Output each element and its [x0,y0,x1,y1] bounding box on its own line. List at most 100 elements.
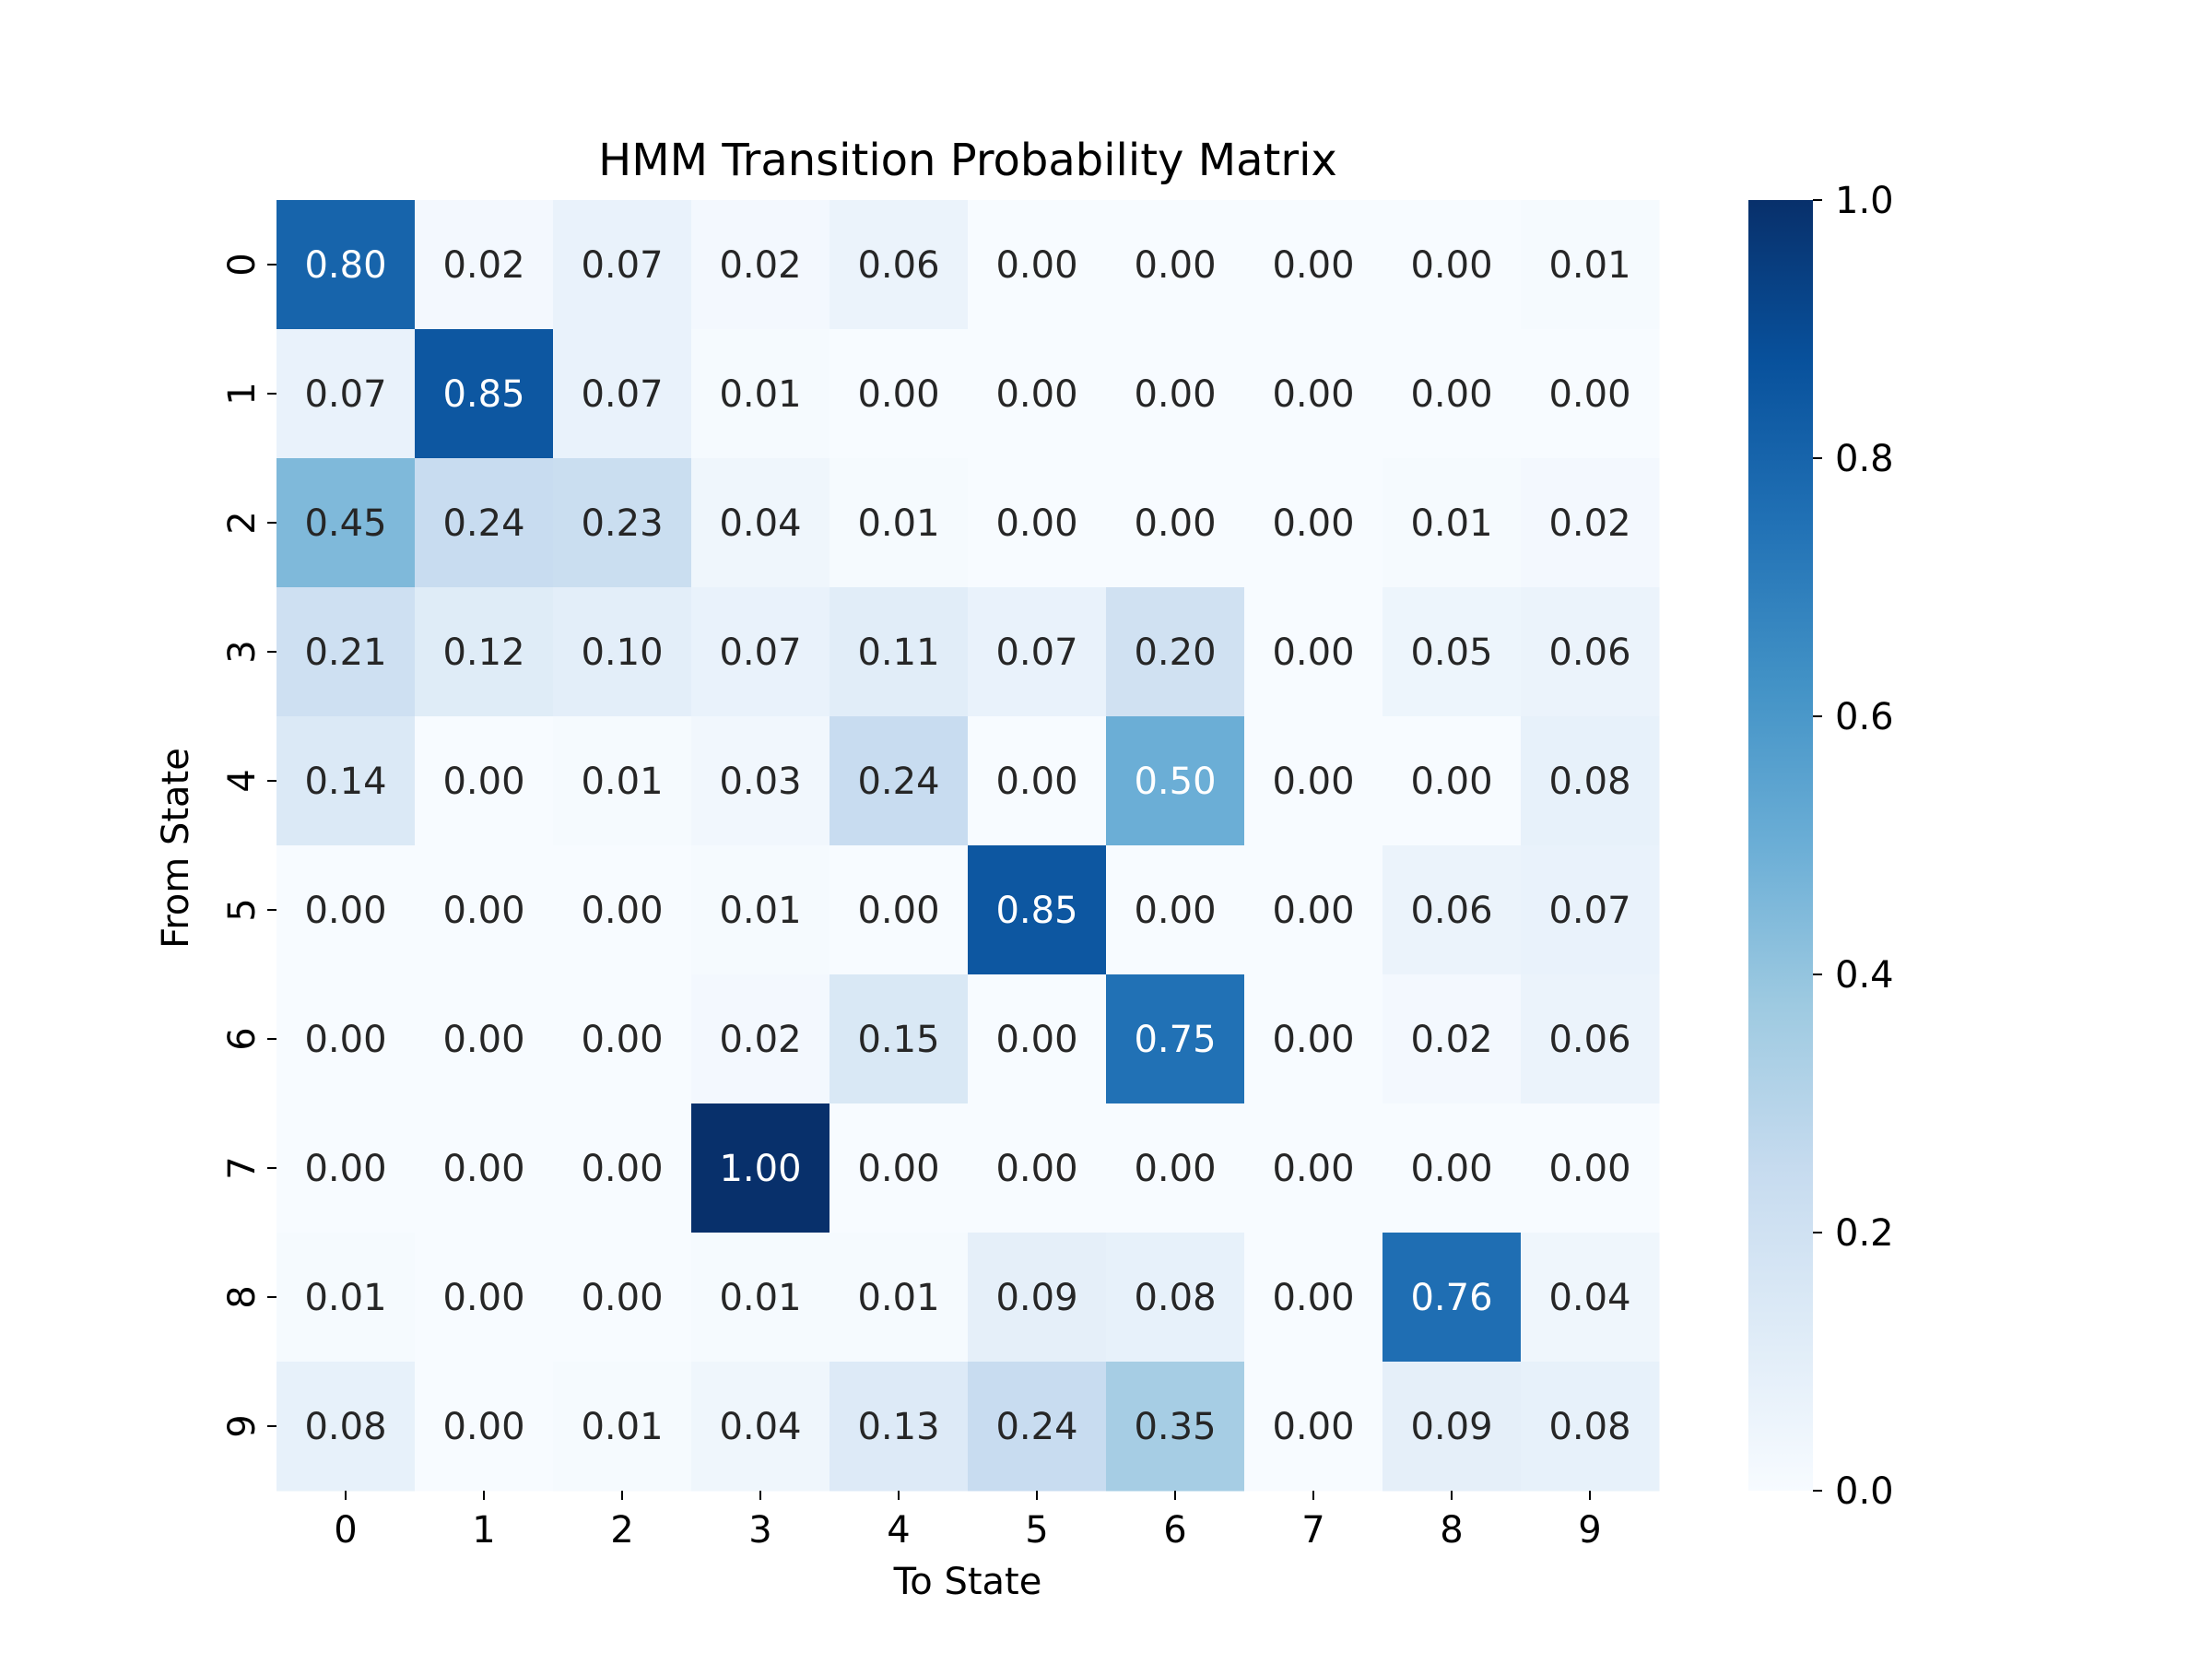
heatmap-cell-8-7 [1244,1233,1383,1363]
heatmap-cell-label-5-6: 0.00 [1134,890,1216,932]
colorbar-tick-label-3: 0.6 [1835,696,1894,738]
heatmap-cell-7-4 [830,1103,969,1233]
heatmap-cell-8-6 [1106,1233,1245,1363]
heatmap-cell-label-9-6: 0.35 [1134,1406,1216,1448]
heatmap-cell-2-5 [968,458,1107,588]
x-tick-label-7: 7 [1301,1509,1324,1552]
heatmap-cell-1-9 [1521,329,1660,459]
heatmap-cell-5-4 [830,845,969,975]
x-tick-label-6: 6 [1163,1509,1186,1552]
heatmap-cell-label-3-9: 0.06 [1548,631,1630,674]
heatmap-cell-label-5-2: 0.00 [581,890,663,932]
heatmap-cell-6-2 [553,974,692,1104]
heatmap-cell-8-5 [968,1233,1107,1363]
heatmap-cell-label-4-9: 0.08 [1548,761,1630,803]
heatmap-cell-9-5 [968,1362,1107,1492]
heatmap-cell-3-0 [276,587,416,717]
heatmap-cell-9-8 [1382,1362,1522,1492]
heatmap-cell-label-0-5: 0.00 [995,244,1077,287]
heatmap-cell-label-4-4: 0.24 [857,761,939,803]
heatmap-cell-label-9-8: 0.09 [1410,1406,1492,1448]
heatmap-cell-label-8-6: 0.08 [1134,1277,1216,1319]
heatmap-cell-label-1-6: 0.00 [1134,373,1216,416]
x-axis-ticks: 0 1 2 3 4 5 6 7 8 9 [334,1491,1602,1552]
heatmap-cell-6-8 [1382,974,1522,1104]
heatmap-cell-7-7 [1244,1103,1383,1233]
heatmap-cell-6-9 [1521,974,1660,1104]
heatmap-cell-0-2 [553,200,692,330]
heatmap-cell-label-1-3: 0.01 [719,373,801,416]
x-tick-label-8: 8 [1440,1509,1463,1552]
y-axis-label: From State [155,748,197,949]
heatmap-cell-1-4 [830,329,969,459]
heatmap-cell-label-8-9: 0.04 [1548,1277,1630,1319]
x-tick-label-4: 4 [887,1509,910,1552]
colorbar-ticks: 0.0 0.2 0.4 0.6 0.8 1.0 [1813,180,1894,1513]
heatmap-cell-8-0 [276,1233,416,1363]
y-axis-ticks: 0 1 2 3 4 5 6 7 8 9 [221,253,276,1438]
y-tick-label-5: 5 [221,898,264,921]
heatmap-cell-label-7-9: 0.00 [1548,1148,1630,1190]
heatmap-cell-4-1 [415,716,554,846]
heatmap-cell-label-8-7: 0.00 [1272,1277,1354,1319]
heatmap-cell-4-6 [1106,716,1245,846]
heatmap-cell-8-1 [415,1233,554,1363]
heatmap-cell-label-3-5: 0.07 [995,631,1077,674]
heatmap-cell-4-9 [1521,716,1660,846]
heatmap-cell-1-2 [553,329,692,459]
y-tick-label-9: 9 [221,1414,264,1437]
heatmap-cell-label-0-8: 0.00 [1410,244,1492,287]
heatmap-cell-0-9 [1521,200,1660,330]
heatmap-cell-label-5-0: 0.00 [304,890,386,932]
heatmap-cell-5-5 [968,845,1107,975]
colorbar-tick-label-1: 0.2 [1835,1212,1894,1255]
heatmap-cell-3-2 [553,587,692,717]
heatmap-cell-3-5 [968,587,1107,717]
heatmap-cell-1-7 [1244,329,1383,459]
y-tick-label-1: 1 [221,382,264,405]
heatmap-cell-7-3 [691,1103,830,1233]
heatmap-cell-label-7-0: 0.00 [304,1148,386,1190]
heatmap-cell-4-2 [553,716,692,846]
heatmap-cell-7-8 [1382,1103,1522,1233]
heatmap-cell-label-1-0: 0.07 [304,373,386,416]
heatmap-cell-4-5 [968,716,1107,846]
heatmap-cell-5-1 [415,845,554,975]
heatmap-cell-8-4 [830,1233,969,1363]
heatmap-cell-9-6 [1106,1362,1245,1492]
heatmap-cell-label-2-3: 0.04 [719,502,801,545]
heatmap-cell-label-0-7: 0.00 [1272,244,1354,287]
heatmap-cell-label-7-1: 0.00 [442,1148,524,1190]
heatmap-cells [276,200,1660,1492]
heatmap-cell-label-8-8: 0.76 [1410,1277,1492,1319]
heatmap-cell-label-9-7: 0.00 [1272,1406,1354,1448]
heatmap-cell-0-6 [1106,200,1245,330]
heatmap-cell-label-3-2: 0.10 [581,631,663,674]
heatmap-cell-0-3 [691,200,830,330]
heatmap-cell-label-6-3: 0.02 [719,1019,801,1061]
heatmap-cell-label-3-0: 0.21 [304,631,386,674]
heatmap-cell-label-9-4: 0.13 [857,1406,939,1448]
heatmap-cell-label-3-6: 0.20 [1134,631,1216,674]
heatmap-cell-2-3 [691,458,830,588]
x-tick-label-5: 5 [1025,1509,1048,1552]
heatmap-cell-label-5-1: 0.00 [442,890,524,932]
heatmap-cell-9-3 [691,1362,830,1492]
heatmap-cell-label-2-7: 0.00 [1272,502,1354,545]
heatmap-cell-label-3-1: 0.12 [442,631,524,674]
heatmap-cell-2-7 [1244,458,1383,588]
heatmap-cell-0-0 [276,200,416,330]
heatmap-cell-label-2-4: 0.01 [857,502,939,545]
heatmap-cell-label-4-7: 0.00 [1272,761,1354,803]
chart-title: HMM Transition Probability Matrix [598,135,1337,186]
heatmap-cell-label-5-9: 0.07 [1548,890,1630,932]
heatmap-cell-7-9 [1521,1103,1660,1233]
x-tick-label-1: 1 [472,1509,495,1552]
heatmap-cell-6-0 [276,974,416,1104]
heatmap-cell-label-7-8: 0.00 [1410,1148,1492,1190]
heatmap-cell-label-6-5: 0.00 [995,1019,1077,1061]
heatmap-cell-label-7-6: 0.00 [1134,1148,1216,1190]
heatmap-cell-label-8-2: 0.00 [581,1277,663,1319]
heatmap-cell-label-6-8: 0.02 [1410,1019,1492,1061]
